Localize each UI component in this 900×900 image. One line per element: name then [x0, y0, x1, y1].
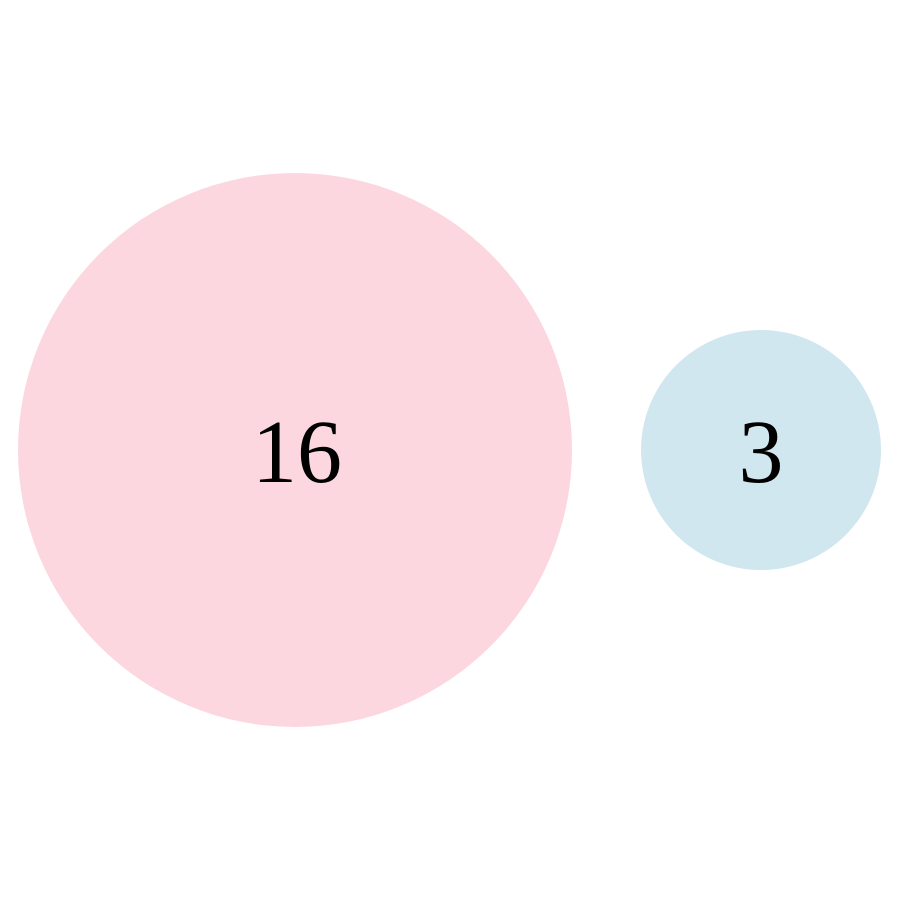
bubble-large-circle	[18, 173, 572, 727]
bubble-small-circle	[641, 330, 881, 570]
bubble-small-label: 3	[739, 403, 784, 502]
bubble-large: 16	[18, 173, 572, 727]
bubble-small: 3	[641, 330, 881, 570]
bubble-large-label: 16	[252, 403, 342, 502]
